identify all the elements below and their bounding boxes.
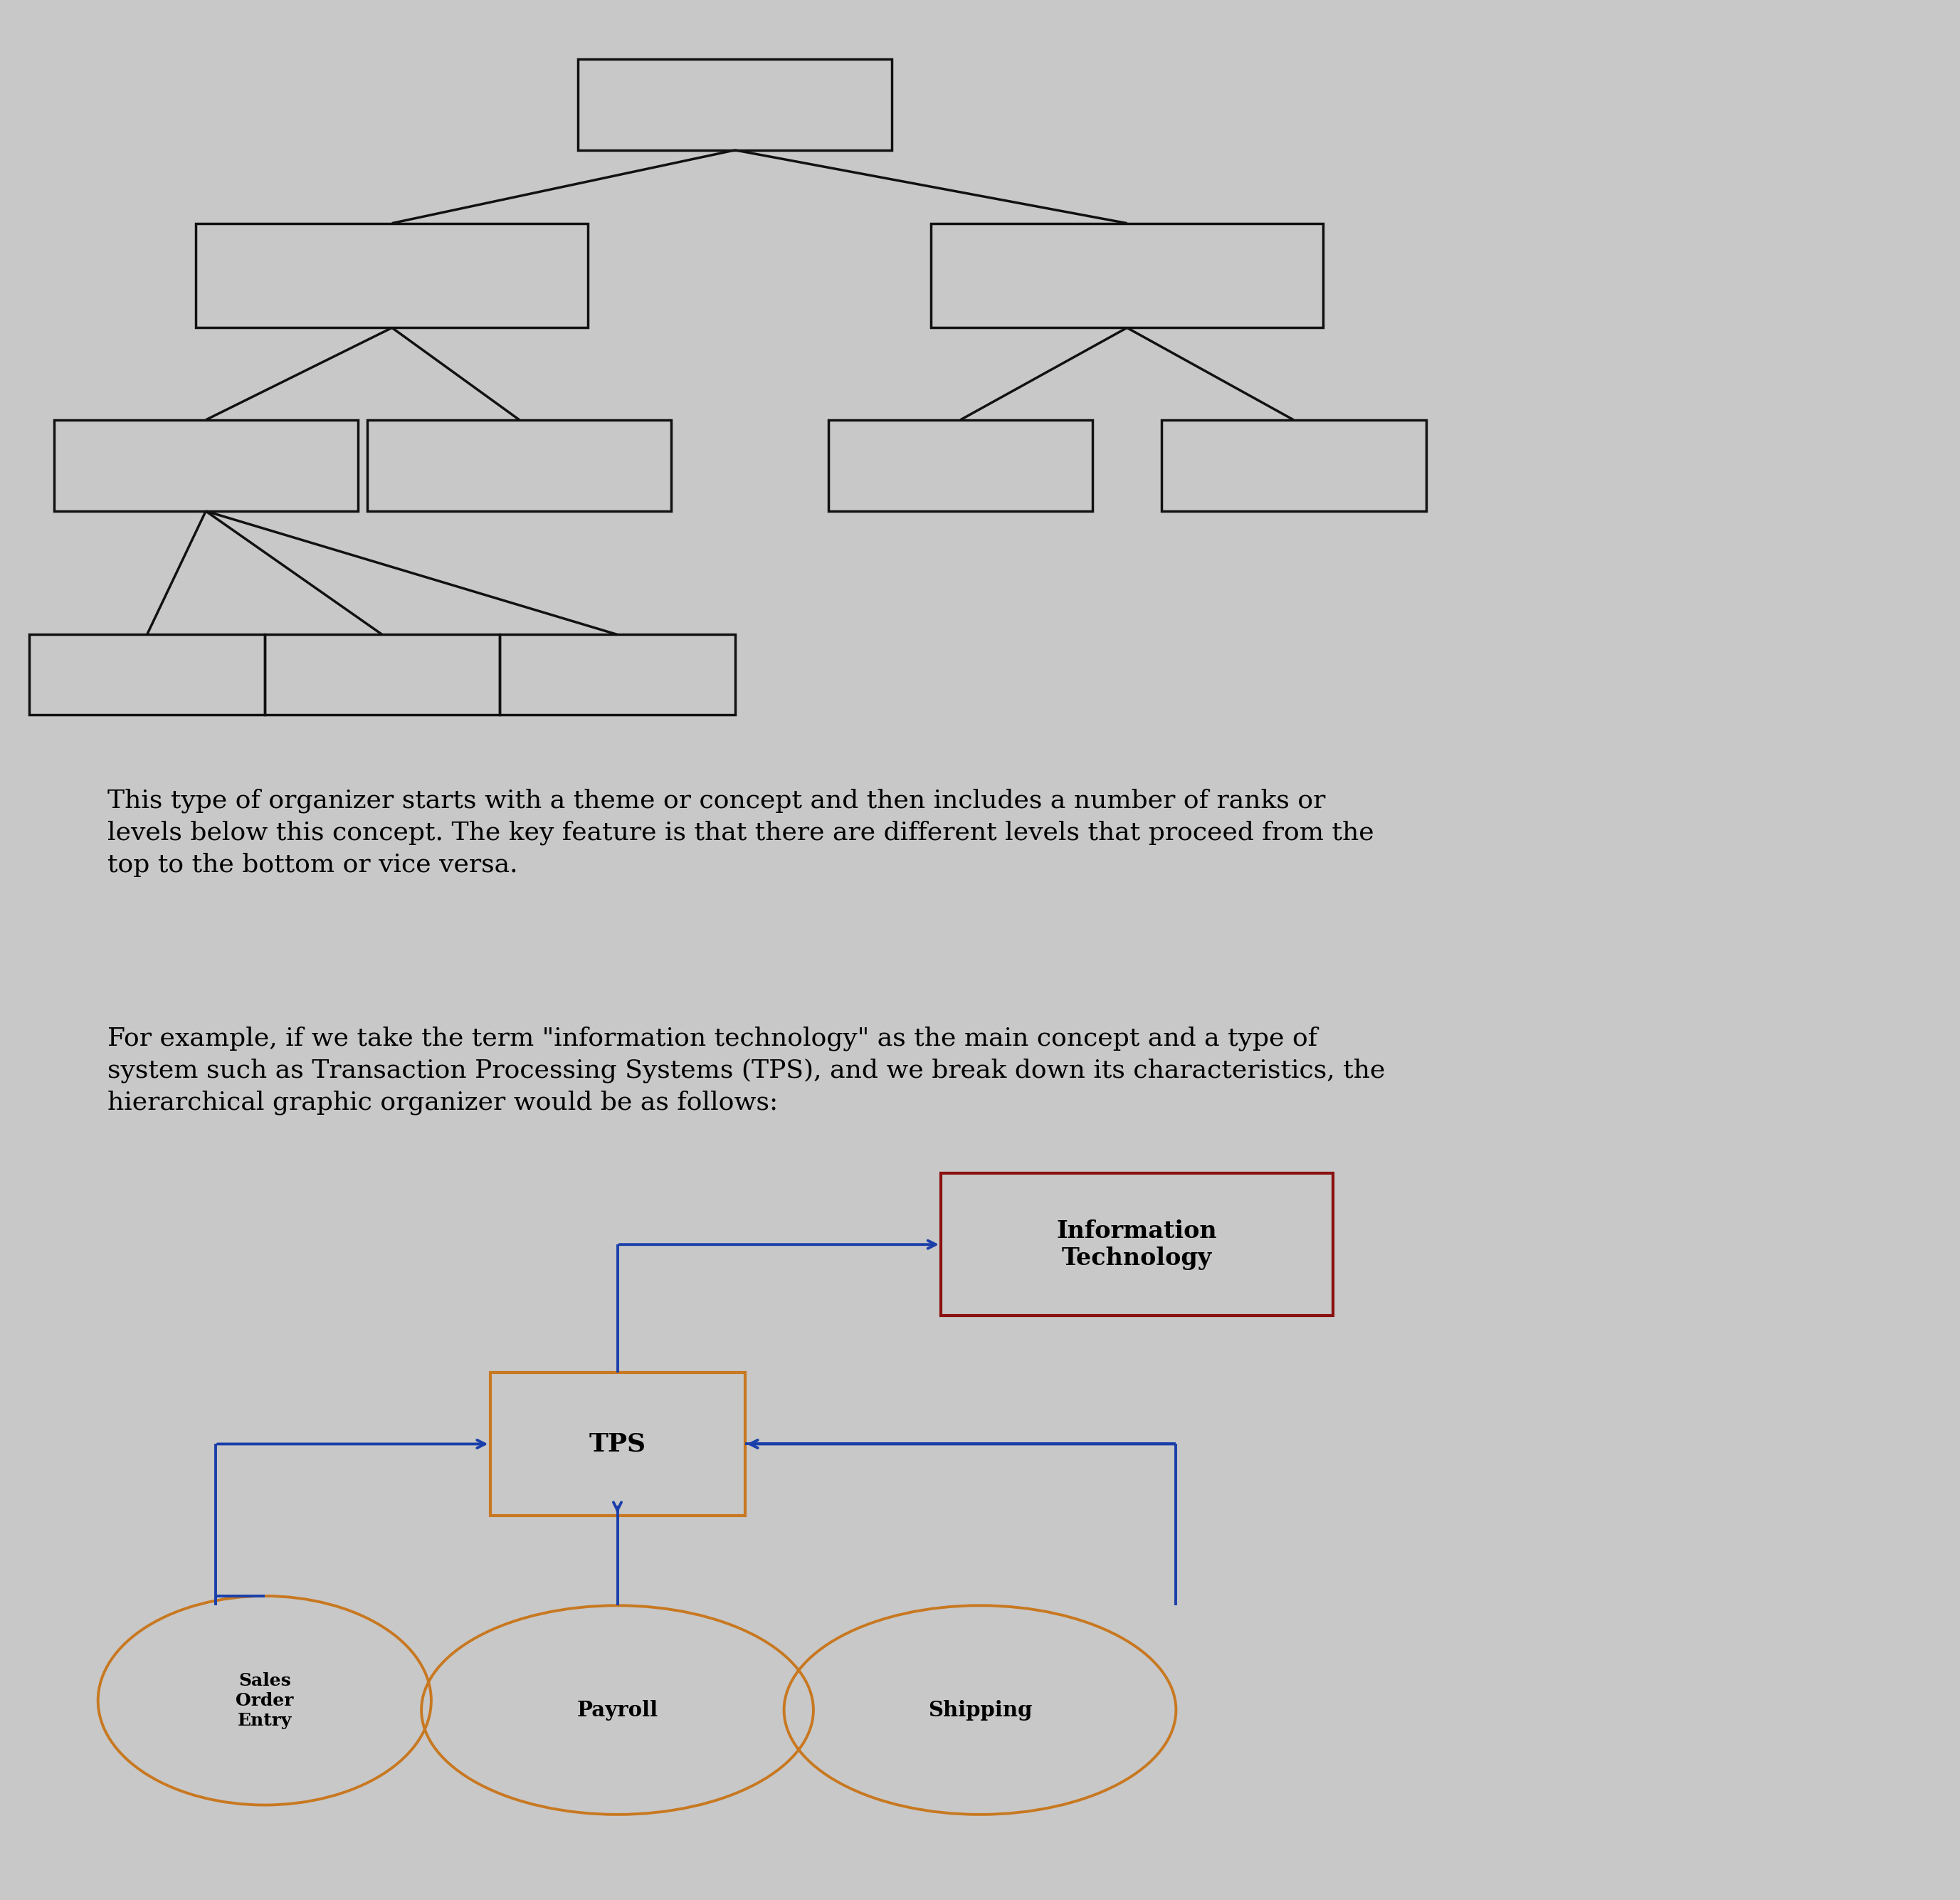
Bar: [53, 420, 357, 511]
Bar: [931, 224, 1323, 329]
Text: TPS: TPS: [588, 1433, 647, 1455]
Bar: [1160, 420, 1427, 511]
Bar: [265, 635, 500, 714]
Bar: [578, 59, 892, 150]
Bar: [29, 635, 265, 714]
Text: Information
Technology: Information Technology: [1056, 1220, 1217, 1269]
Text: This type of organizer starts with a theme or concept and then includes a number: This type of organizer starts with a the…: [108, 788, 1374, 878]
Bar: [829, 420, 1094, 511]
Bar: [500, 635, 735, 714]
Bar: [490, 1372, 745, 1516]
Text: For example, if we take the term "information technology" as the main concept an: For example, if we take the term "inform…: [108, 1026, 1386, 1115]
Bar: [196, 224, 588, 329]
Text: Payroll: Payroll: [576, 1701, 659, 1720]
Text: Shipping: Shipping: [927, 1701, 1033, 1720]
Bar: [368, 420, 670, 511]
Bar: [941, 1172, 1333, 1315]
Text: Sales
Order
Entry: Sales Order Entry: [235, 1672, 294, 1729]
